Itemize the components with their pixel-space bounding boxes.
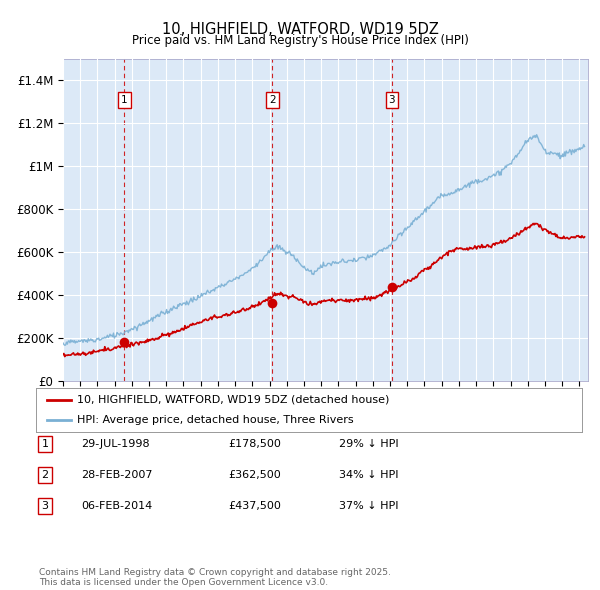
- Text: £362,500: £362,500: [228, 470, 281, 480]
- Text: 2: 2: [269, 95, 275, 105]
- Text: 1: 1: [41, 439, 49, 448]
- Text: £437,500: £437,500: [228, 502, 281, 511]
- Text: Contains HM Land Registry data © Crown copyright and database right 2025.
This d: Contains HM Land Registry data © Crown c…: [39, 568, 391, 587]
- Text: 10, HIGHFIELD, WATFORD, WD19 5DZ: 10, HIGHFIELD, WATFORD, WD19 5DZ: [161, 22, 439, 37]
- Text: £178,500: £178,500: [228, 439, 281, 448]
- Text: 37% ↓ HPI: 37% ↓ HPI: [339, 502, 398, 511]
- Text: 3: 3: [388, 95, 395, 105]
- Text: HPI: Average price, detached house, Three Rivers: HPI: Average price, detached house, Thre…: [77, 415, 353, 425]
- Text: 3: 3: [41, 502, 49, 511]
- Text: 10, HIGHFIELD, WATFORD, WD19 5DZ (detached house): 10, HIGHFIELD, WATFORD, WD19 5DZ (detach…: [77, 395, 389, 405]
- Text: 06-FEB-2014: 06-FEB-2014: [81, 502, 152, 511]
- Text: 34% ↓ HPI: 34% ↓ HPI: [339, 470, 398, 480]
- Text: 29-JUL-1998: 29-JUL-1998: [81, 439, 149, 448]
- Text: 1: 1: [121, 95, 128, 105]
- Text: Price paid vs. HM Land Registry's House Price Index (HPI): Price paid vs. HM Land Registry's House …: [131, 34, 469, 47]
- Text: 2: 2: [41, 470, 49, 480]
- Text: 29% ↓ HPI: 29% ↓ HPI: [339, 439, 398, 448]
- Text: 28-FEB-2007: 28-FEB-2007: [81, 470, 152, 480]
